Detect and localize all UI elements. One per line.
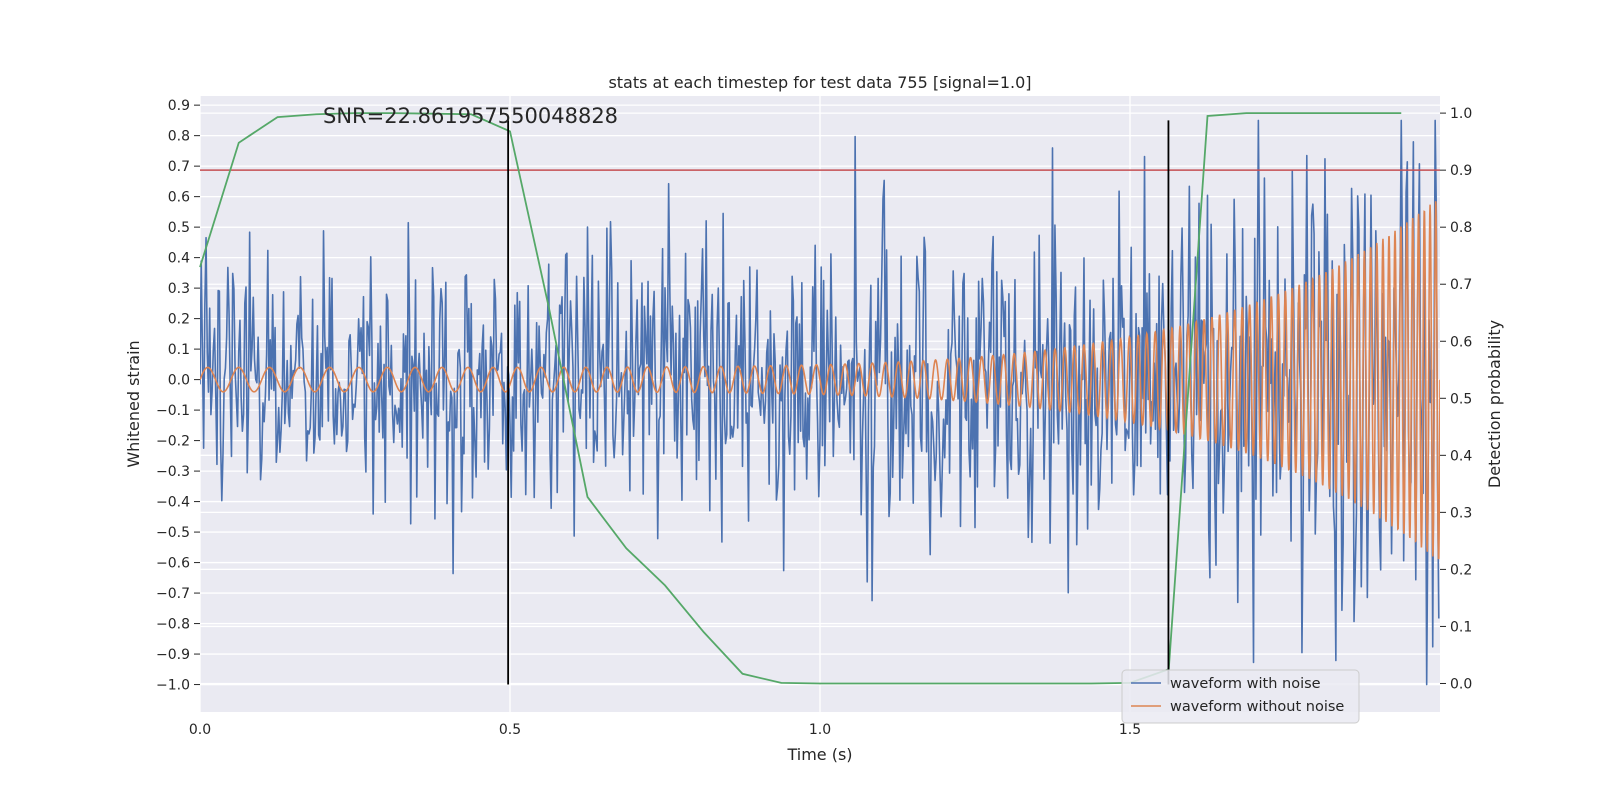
y-left-tick-label: 0.5	[168, 220, 190, 236]
x-tick-label: 0.5	[499, 722, 521, 738]
y-left-tick-label: 0.8	[168, 129, 190, 145]
y-left-tick-label: 0.4	[168, 251, 190, 267]
y-right-tick-label: 0.6	[1450, 334, 1472, 350]
marker-layer	[199, 112, 1440, 685]
series-layer	[200, 119, 1440, 686]
y-left-tick-label: −0.1	[156, 403, 190, 419]
y-left-tick-label: 0.6	[168, 190, 190, 206]
legend-box	[1121, 669, 1360, 724]
y-left-tick-label: −0.8	[156, 617, 190, 633]
tick-layer: 0.0 0.5 1.0 1.5 0.9 0.8 0.7 0.6 0.5 0.4 0.3 0.2 0.1 0…	[156, 98, 1472, 738]
x-tick-label: 1.0	[809, 722, 831, 738]
y-left-tick-label: −0.7	[156, 586, 190, 602]
series-waveform-without-noise	[200, 201, 1440, 560]
legend-label-noise: waveform with noise	[1170, 676, 1321, 692]
y-right-tick-label: 0.4	[1450, 448, 1472, 464]
chart-title: stats at each timestep for test data 755…	[608, 73, 1031, 92]
y-left-tick-label: 0.0	[168, 373, 190, 389]
y-left-tick-label: −0.6	[156, 556, 190, 572]
y-left-tick-label: 0.3	[168, 281, 190, 297]
y-right-tick-label: 0.7	[1450, 277, 1472, 293]
y-left-tick-label: −0.2	[156, 434, 190, 450]
y-right-tick-label: 0.3	[1450, 505, 1472, 521]
y-left-tick-label: −1.0	[156, 678, 190, 694]
legend-label-clean: waveform without noise	[1170, 699, 1344, 715]
x-tick-label: 1.5	[1119, 722, 1141, 738]
y-right-tick-label: 1.0	[1450, 106, 1472, 122]
y-right-tick-label: 0.9	[1450, 163, 1472, 179]
y-left-tick-label: −0.5	[156, 525, 190, 541]
y-left-tick-label: −0.4	[156, 495, 190, 511]
y-left-tick-label: −0.3	[156, 464, 190, 480]
y-left-tick-label: 0.1	[168, 342, 190, 358]
y-right-tick-label: 0.5	[1450, 391, 1472, 407]
grid-lines	[199, 96, 1440, 712]
series-waveform-with-noise	[200, 119, 1440, 686]
legend: waveform with noise waveform without noi…	[1121, 669, 1360, 724]
y-left-tick-label: 0.9	[168, 98, 190, 114]
y-right-tick-label: 0.0	[1450, 676, 1472, 692]
x-tick-label: 0.0	[189, 722, 211, 738]
y-right-tick-label: 0.1	[1450, 619, 1472, 635]
y-left-tick-label: −0.9	[156, 647, 190, 663]
y-left-tick-label: 0.7	[168, 159, 190, 175]
series-detection-probability	[199, 112, 1402, 685]
y-axis-label-right: Detection probability	[1485, 320, 1504, 488]
x-axis-label: Time (s)	[786, 745, 852, 764]
y-right-tick-label: 0.2	[1450, 562, 1472, 578]
y-axis-label-left: Whitened strain	[124, 340, 143, 467]
y-right-tick-label: 0.8	[1450, 220, 1472, 236]
y-left-tick-label: 0.2	[168, 312, 190, 328]
snr-annotation: SNR=22.861957550048828	[323, 104, 618, 128]
